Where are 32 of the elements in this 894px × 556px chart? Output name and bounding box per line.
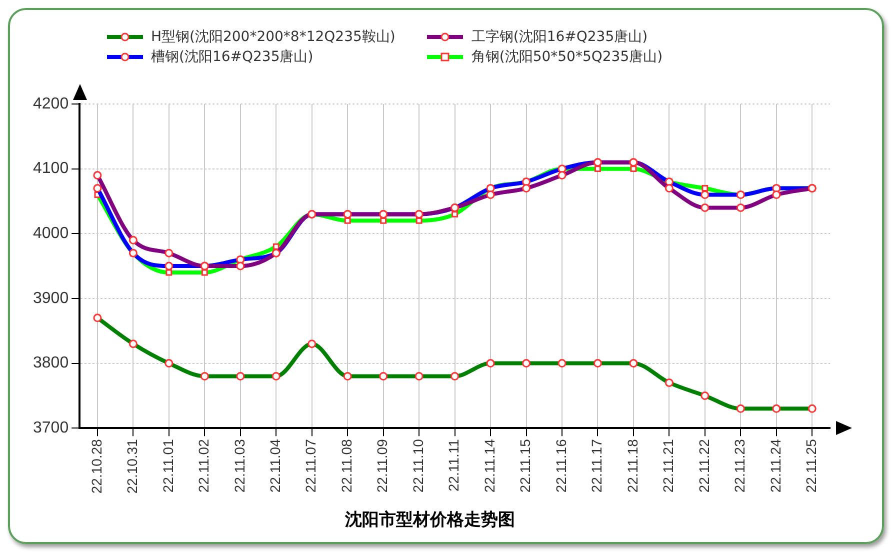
y-tick-label: 3800 [33,354,69,372]
x-tick-label: 22.10.31 [124,438,140,494]
x-tick-label: 22.11.07 [302,438,319,493]
x-tick-label: 22.11.03 [231,438,248,493]
x-tick-label: 22.11.10 [410,438,426,493]
x-tick-label: 22.11.11 [446,438,462,492]
x-tick-label: 22.11.18 [624,438,640,493]
x-tick-label: 22.11.17 [588,438,605,493]
x-tick-label: 22.11.21 [660,438,676,493]
x-tick-label: 22.11.04 [266,438,283,493]
x-tick-label: 22.11.09 [374,438,390,493]
legend-label: 角钢(沈阳50*50*5Q235唐山) [471,48,663,66]
x-tick-label: 22.11.02 [196,438,212,493]
x-tick-label: 22.11.08 [338,438,354,493]
x-tick-label: 22.11.14 [481,438,498,493]
x-tick-label: 22.11.01 [160,438,176,493]
x-tick-label: 22.11.25 [802,438,819,493]
legend-label: 工字钢(沈阳16#Q235唐山) [471,28,648,46]
legend-label: H型钢(沈阳200*200*8*12Q235鞍山) [151,28,396,46]
x-tick-label: 22.11.24 [767,438,784,493]
y-tick-label: 3900 [33,290,69,307]
y-tick-label: 4000 [33,225,69,242]
x-tick-label: 22.10.28 [88,438,104,494]
legend-label: 槽钢(沈阳16#Q235唐山) [151,48,314,66]
x-tick-label: 22.11.23 [732,438,748,493]
y-tick-label: 4200 [33,95,69,112]
x-tick-label: 22.11.22 [696,438,712,493]
text: 沈阳市型材价格走势图 [344,510,515,530]
y-tick-label: 4100 [33,160,69,178]
y-tick-label: 3700 [33,420,69,437]
x-tick-label: 22.11.15 [517,438,534,493]
x-tick-label: 22.11.16 [552,438,569,493]
